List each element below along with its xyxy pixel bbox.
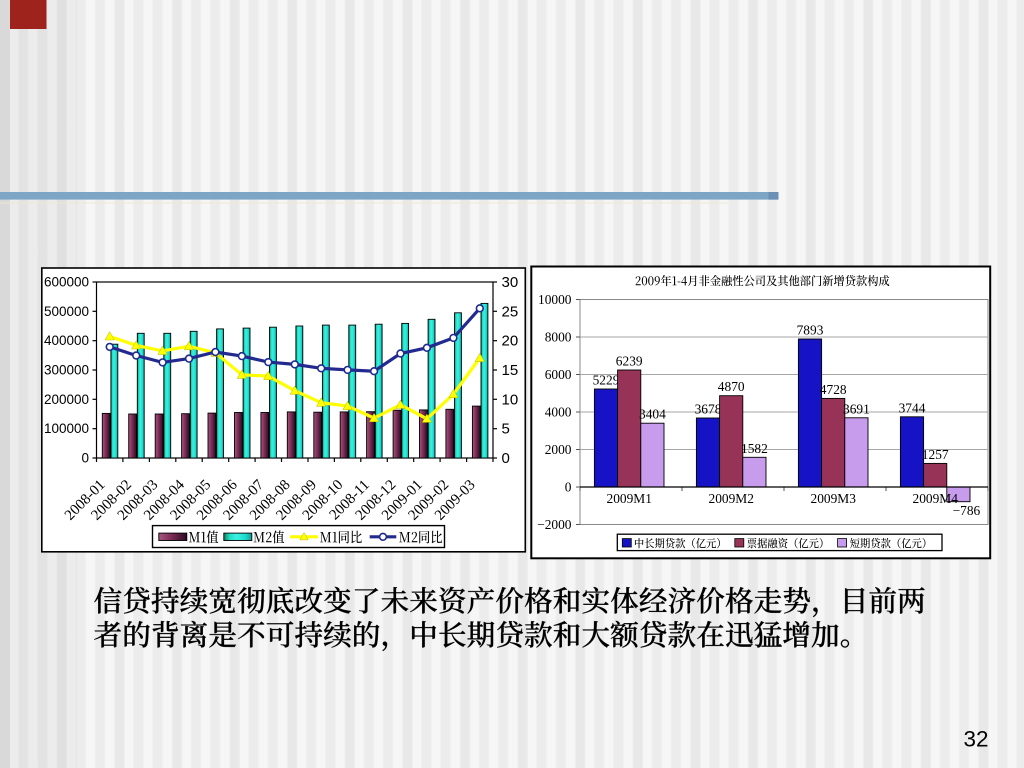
svg-text:−786: −786 xyxy=(953,503,981,518)
svg-text:600000: 600000 xyxy=(44,275,89,290)
svg-text:3404: 3404 xyxy=(639,407,666,422)
svg-text:15: 15 xyxy=(502,362,519,379)
svg-text:7893: 7893 xyxy=(797,323,824,338)
svg-text:3744: 3744 xyxy=(899,400,926,415)
svg-text:1257: 1257 xyxy=(922,447,949,462)
svg-text:20: 20 xyxy=(502,333,519,350)
svg-text:6239: 6239 xyxy=(616,354,643,369)
svg-text:1582: 1582 xyxy=(741,441,768,456)
svg-text:4728: 4728 xyxy=(820,382,847,397)
svg-text:2009M4: 2009M4 xyxy=(913,491,959,506)
svg-text:8000: 8000 xyxy=(545,330,572,345)
svg-text:25: 25 xyxy=(502,303,519,320)
svg-text:0: 0 xyxy=(565,480,572,495)
svg-text:10: 10 xyxy=(502,391,519,408)
svg-text:30: 30 xyxy=(502,274,519,291)
svg-text:2009M1: 2009M1 xyxy=(607,491,652,506)
svg-text:3678: 3678 xyxy=(695,402,722,417)
svg-text:0: 0 xyxy=(81,451,89,466)
svg-text:2009M2: 2009M2 xyxy=(709,491,754,506)
svg-text:400000: 400000 xyxy=(44,333,89,348)
svg-text:−2000: −2000 xyxy=(537,517,572,532)
svg-text:5: 5 xyxy=(502,421,510,438)
svg-text:2000: 2000 xyxy=(545,442,572,457)
svg-text:10000: 10000 xyxy=(538,292,572,307)
svg-text:5229: 5229 xyxy=(593,373,620,388)
svg-text:2009M3: 2009M3 xyxy=(811,491,857,506)
svg-text:300000: 300000 xyxy=(44,363,89,378)
svg-text:4000: 4000 xyxy=(545,405,572,420)
svg-text:3691: 3691 xyxy=(843,401,870,416)
svg-text:0: 0 xyxy=(502,450,510,467)
svg-text:200000: 200000 xyxy=(44,392,89,407)
svg-text:32: 32 xyxy=(963,727,988,752)
svg-text:6000: 6000 xyxy=(545,367,572,382)
svg-text:4870: 4870 xyxy=(718,379,745,394)
svg-text:500000: 500000 xyxy=(44,304,89,319)
svg-text:100000: 100000 xyxy=(44,421,89,436)
